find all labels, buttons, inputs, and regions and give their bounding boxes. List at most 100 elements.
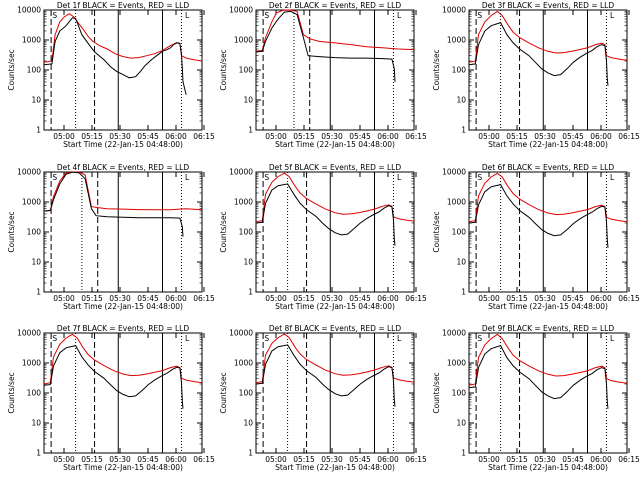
x-tick-label: 06:15 — [405, 455, 427, 464]
x-tick-label: 05:45 — [562, 455, 584, 464]
x-tick-label: 05:15 — [506, 455, 528, 464]
x-tick-label: 06:15 — [193, 132, 215, 141]
y-tick-label: 1000 — [447, 198, 466, 207]
events-series-line — [255, 10, 396, 82]
y-axis-label: Counts/sec — [432, 49, 441, 90]
y-axis-label: Counts/sec — [7, 211, 16, 252]
events-series-line — [255, 183, 396, 246]
y-tick-label: 100 — [452, 228, 467, 237]
lld-series-line — [468, 333, 628, 386]
chart-panel-1: Det 1f BLACK = Events, RED = LLD 1 10 100 10… — [7, 1, 215, 149]
y-tick-label: 1000 — [447, 36, 466, 45]
y-axis-label: Counts/sec — [432, 372, 441, 413]
x-tick-label: 05:30 — [109, 455, 131, 464]
x-axis-label: Start Time (22-Jan-15 04:48:00) — [275, 140, 395, 149]
x-tick-label: 05:30 — [321, 132, 343, 141]
x-tick-label: 05:00 — [478, 455, 500, 464]
x-tick-label: 05:00 — [478, 294, 500, 303]
x-tick-label: 05:30 — [534, 294, 556, 303]
y-tick-label: 1000 — [234, 359, 253, 368]
lld-series-line — [468, 172, 628, 223]
y-tick-label: 10000 — [442, 6, 466, 15]
chart-panel-4: Det 4f BLACK = Events, RED = LLD 1 10 100 10… — [7, 163, 215, 311]
x-tick-label: 05:00 — [53, 455, 75, 464]
x-tick-label: 05:45 — [137, 455, 159, 464]
x-tick-label: 05:45 — [562, 294, 584, 303]
y-tick-label: 1000 — [447, 359, 466, 368]
x-tick-label: 06:15 — [193, 294, 215, 303]
x-tick-label: 05:30 — [321, 455, 343, 464]
chart-panel-3: Det 3f BLACK = Events, RED = LLD 1 10 100 10… — [432, 1, 640, 149]
y-tick-label: 10 — [31, 96, 41, 105]
lld-series-line — [255, 9, 415, 52]
x-tick-label: 05:30 — [109, 294, 131, 303]
y-tick-label: 10 — [456, 419, 466, 428]
x-tick-label: 05:00 — [265, 132, 287, 141]
chart-title: Det 2f BLACK = Events, RED = LLD — [269, 1, 402, 10]
y-tick-label: 10000 — [17, 6, 41, 15]
y-tick-label: 1 — [248, 288, 253, 297]
x-tick-label: 05:45 — [349, 294, 371, 303]
y-tick-label: 1000 — [234, 198, 253, 207]
lld-series-line — [468, 10, 628, 63]
y-tick-label: 10000 — [442, 168, 466, 177]
lld-series-line — [255, 333, 415, 384]
lld-series-line — [43, 13, 203, 63]
y-axis-label: Counts/sec — [219, 211, 228, 252]
y-tick-label: 10 — [31, 258, 41, 267]
chart-panel-7: Det 7f BLACK = Events, RED = LLD 1 10 100 10… — [7, 324, 215, 472]
interval-marker-label: S — [477, 334, 482, 343]
interval-marker-label: S — [477, 11, 482, 20]
y-axis-label: Counts/sec — [219, 372, 228, 413]
interval-marker-label: S — [52, 173, 57, 182]
x-tick-label: 06:15 — [618, 455, 640, 464]
x-axis-label: Start Time (22-Jan-15 04:48:00) — [63, 140, 183, 149]
y-tick-label: 1000 — [234, 36, 253, 45]
x-tick-label: 05:15 — [81, 132, 103, 141]
y-tick-label: 10000 — [17, 168, 41, 177]
chart-title: Det 8f BLACK = Events, RED = LLD — [269, 324, 402, 333]
x-tick-label: 05:00 — [53, 132, 75, 141]
x-tick-label: 06:15 — [618, 294, 640, 303]
x-tick-label: 06:15 — [405, 294, 427, 303]
chart-panel-8: Det 8f BLACK = Events, RED = LLD 1 10 100 10… — [219, 324, 427, 472]
x-axis-label: Start Time (22-Jan-15 04:48:00) — [63, 302, 183, 311]
x-axis-label: Start Time (22-Jan-15 04:48:00) — [488, 302, 608, 311]
lld-series-line — [255, 172, 415, 223]
plot-frame — [468, 171, 628, 293]
x-tick-label: 05:00 — [478, 132, 500, 141]
chart-title: Det 6f BLACK = Events, RED = LLD — [482, 163, 615, 172]
events-series-line — [468, 344, 609, 409]
interval-marker-label: S — [52, 334, 57, 343]
y-axis-label: Counts/sec — [432, 211, 441, 252]
x-tick-label: 06:00 — [165, 132, 187, 141]
y-tick-label: 10000 — [229, 329, 253, 338]
x-tick-label: 05:30 — [321, 294, 343, 303]
x-tick-label: 05:30 — [534, 132, 556, 141]
x-axis-label: Start Time (22-Jan-15 04:48:00) — [488, 463, 608, 472]
chart-title: Det 4f BLACK = Events, RED = LLD — [57, 163, 190, 172]
plot-frame — [468, 9, 628, 131]
interval-marker-label: L — [610, 173, 615, 182]
interval-marker-label: L — [397, 11, 402, 20]
plot-frame — [255, 9, 415, 131]
lld-series-line — [43, 171, 203, 212]
chart-panel-9: Det 9f BLACK = Events, RED = LLD 1 10 100 10… — [432, 324, 640, 472]
y-tick-label: 10 — [31, 419, 41, 428]
x-tick-label: 06:00 — [377, 132, 399, 141]
interval-marker-label: S — [264, 11, 269, 20]
chart-title: Det 9f BLACK = Events, RED = LLD — [482, 324, 615, 333]
chart-panel-6: Det 6f BLACK = Events, RED = LLD 1 10 100 10… — [432, 163, 640, 311]
interval-marker-label: S — [264, 334, 269, 343]
y-tick-label: 100 — [239, 389, 254, 398]
x-tick-label: 05:45 — [349, 132, 371, 141]
events-series-line — [468, 184, 609, 248]
y-tick-label: 100 — [27, 389, 42, 398]
x-tick-label: 05:15 — [293, 294, 315, 303]
y-tick-label: 10000 — [17, 329, 41, 338]
y-tick-label: 1000 — [22, 198, 41, 207]
x-tick-label: 06:00 — [377, 294, 399, 303]
x-tick-label: 06:15 — [618, 132, 640, 141]
x-tick-label: 05:00 — [265, 294, 287, 303]
interval-marker-label: L — [185, 173, 190, 182]
